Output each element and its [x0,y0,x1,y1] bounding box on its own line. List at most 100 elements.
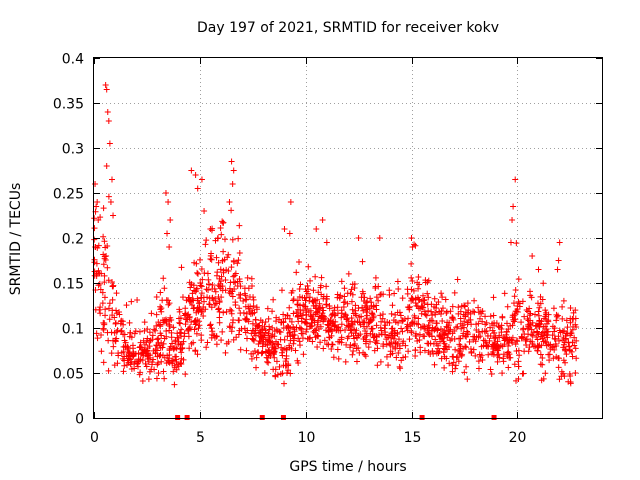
data-point [282,358,289,365]
data-point [515,298,522,305]
data-point [553,311,560,318]
data-point [342,299,349,306]
data-point [461,369,468,376]
y-tick-label: 0.35 [53,97,84,113]
data-point [253,306,260,313]
data-point [373,337,380,344]
data-point [551,335,558,342]
data-point [421,333,428,340]
data-point [511,293,518,300]
data-point [198,176,205,183]
data-point [153,342,160,349]
data-point [550,305,557,312]
data-point [376,331,383,338]
data-point [537,333,544,340]
data-point [157,330,164,337]
data-point [320,345,327,352]
data-point [148,361,155,368]
data-point [105,118,112,124]
x-tick-label: 10 [298,430,316,446]
data-point [212,288,219,295]
data-point [566,343,573,350]
data-point [172,338,179,345]
data-point [215,282,222,289]
data-point [524,326,531,333]
data-point [395,286,402,293]
data-point [308,323,315,330]
data-point [126,319,133,326]
data-point [503,320,510,327]
data-point [405,315,412,322]
data-point [382,331,389,338]
data-point [226,323,233,330]
data-point [451,336,458,343]
data-point [569,339,576,346]
data-point [505,349,512,356]
data-point [559,315,566,322]
data-point [421,308,428,315]
data-point [293,324,300,331]
data-point [555,355,562,362]
data-point [323,295,330,302]
data-point [166,359,173,366]
data-point [138,344,145,351]
data-point [468,350,475,357]
data-point [432,336,439,343]
data-point [228,310,235,317]
data-point [378,318,385,325]
data-point [235,331,242,338]
data-point [296,293,303,300]
data-point [343,341,350,348]
data-point [92,181,99,187]
data-point [290,297,297,304]
data-point [509,217,516,223]
grid-lines [94,58,602,418]
data-point [178,326,185,333]
data-point [298,318,305,325]
data-point [208,256,215,263]
data-point [386,319,393,326]
data-point [121,337,128,344]
data-point [228,264,235,271]
data-point [486,337,493,344]
data-point [395,349,402,356]
data-point [145,358,152,365]
data-point [104,109,111,115]
data-point [131,330,138,337]
data-point [106,140,113,147]
data-point [293,269,300,276]
data-point [110,212,117,219]
data-point [303,328,310,335]
data-point [499,343,506,350]
data-point [411,314,418,321]
data-point [216,275,223,282]
data-point [555,333,562,340]
data-point [504,303,511,310]
data-point [515,363,522,370]
data-point [338,321,345,328]
data-point [386,287,393,294]
data-point [388,339,395,346]
data-point [440,338,447,345]
data-point [280,311,287,318]
data-point [348,314,355,321]
data-point [573,337,580,344]
chart-title: Day 197 of 2021, SRMTID for receiver kok… [197,20,499,36]
data-point [286,304,293,311]
data-point [153,322,160,329]
data-point [137,343,144,350]
data-point [334,346,341,353]
data-point [341,293,348,300]
data-point [394,278,401,285]
data-point [129,342,136,349]
data-point [98,348,105,355]
data-point [479,318,486,325]
data-point [291,328,298,335]
data-point [302,297,309,304]
data-point [388,310,395,317]
data-point [481,328,488,335]
data-point [374,340,381,347]
data-point [112,338,119,345]
data-point [438,355,445,362]
data-point [151,366,158,373]
